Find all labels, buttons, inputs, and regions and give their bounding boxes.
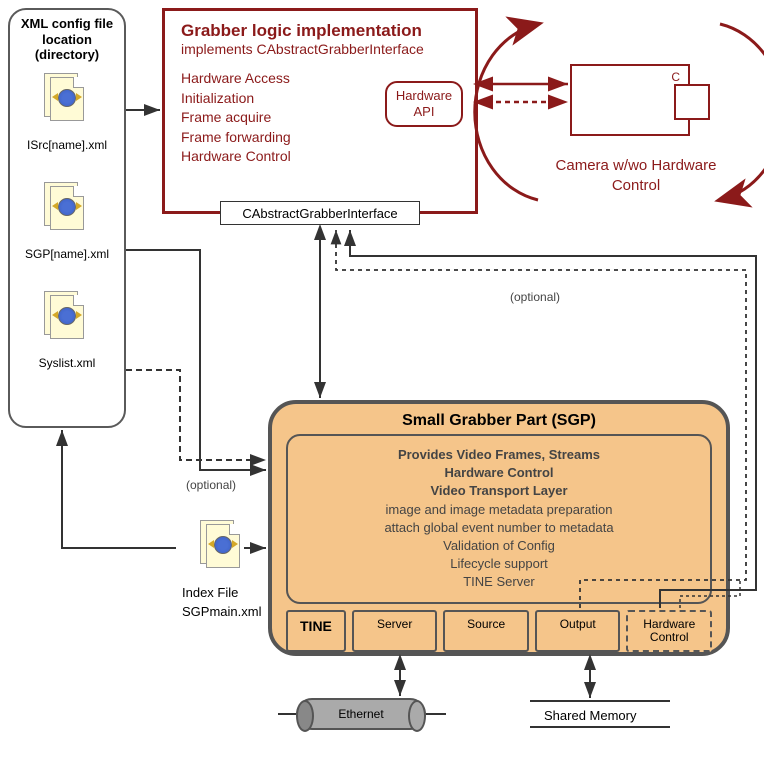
sgp-line: image and image metadata preparation <box>298 501 700 519</box>
file-item-isrc: ISrc[name].xml <box>16 73 118 152</box>
sgp-line: TINE Server <box>298 573 700 591</box>
ethernet-label: Ethernet <box>338 707 383 721</box>
xml-file-icon <box>44 73 90 129</box>
camera-lens <box>674 84 710 120</box>
xml-file-icon <box>200 520 246 576</box>
tine-cell-output: Output <box>535 610 621 652</box>
sgp-provides: Provides Video Frames, Streams Hardware … <box>298 446 700 592</box>
grabber-feature: Frame forwarding <box>181 128 459 148</box>
tine-cell-server: Server <box>352 610 438 652</box>
grabber-subtitle: implements CAbstractGrabberInterface <box>181 41 459 57</box>
sgp-inner: Provides Video Frames, Streams Hardware … <box>286 434 712 604</box>
file-label: SGP[name].xml <box>16 247 118 261</box>
optional-label: (optional) <box>186 478 236 492</box>
file-label: ISrc[name].xml <box>16 138 118 152</box>
camera-label: Camera w/wo Hardware Control <box>536 156 736 195</box>
tine-row: TINE Server Source Output Hardware Contr… <box>286 610 712 652</box>
grabber-subtitle-interface: CAbstractGrabberInterface <box>256 41 423 57</box>
sgp-box: Small Grabber Part (SGP) Provides Video … <box>268 400 730 656</box>
camera-box: C <box>570 64 690 136</box>
tine-label: TINE <box>286 610 346 652</box>
xml-config-box: XML config file location (directory) ISr… <box>8 8 126 428</box>
index-file: Index File SGPmain.xml <box>178 520 268 619</box>
grabber-subtitle-prefix: implements <box>181 41 256 57</box>
cabstract-interface-box: CAbstractGrabberInterface <box>220 201 420 225</box>
shared-memory-line <box>530 700 670 702</box>
grabber-box: Grabber logic implementation implements … <box>162 8 478 214</box>
index-file-label2: SGPmain.xml <box>182 604 268 619</box>
xml-file-icon <box>44 291 90 347</box>
camera-c-label: C <box>671 70 680 84</box>
ethernet-cylinder: Ethernet <box>296 698 426 730</box>
shared-memory-line <box>530 726 670 728</box>
tine-cell-hardware-control: Hardware Control <box>626 610 712 652</box>
file-item-sgp: SGP[name].xml <box>16 182 118 261</box>
shared-memory-label: Shared Memory <box>544 708 636 723</box>
sgp-line: Lifecycle support <box>298 555 700 573</box>
xml-config-title: XML config file location (directory) <box>16 16 118 63</box>
sgp-line: attach global event number to metadata <box>298 519 700 537</box>
sgp-line: Validation of Config <box>298 537 700 555</box>
grabber-title: Grabber logic implementation <box>181 21 459 41</box>
grabber-feature: Hardware Control <box>181 147 459 167</box>
tine-cell-source: Source <box>443 610 529 652</box>
file-label: Syslist.xml <box>16 356 118 370</box>
xml-file-icon <box>44 182 90 238</box>
sgp-bold-line: Video Transport Layer <box>298 482 700 500</box>
sgp-bold-line: Provides Video Frames, Streams <box>298 446 700 464</box>
sgp-bold-line: Hardware Control <box>298 464 700 482</box>
hardware-api-box: Hardware API <box>385 81 463 127</box>
file-item-syslist: Syslist.xml <box>16 291 118 370</box>
sgp-title: Small Grabber Part (SGP) <box>272 404 726 432</box>
optional-label: (optional) <box>510 290 560 304</box>
index-file-label1: Index File <box>182 585 268 600</box>
